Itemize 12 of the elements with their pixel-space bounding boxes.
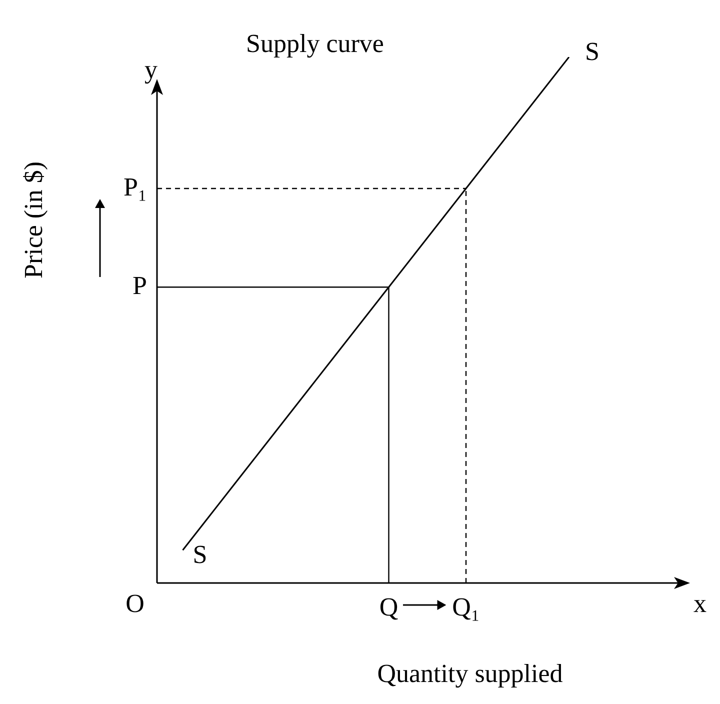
x-tick-label: Q₁ <box>452 592 480 622</box>
text: O <box>126 588 144 618</box>
ref-line-label: P₁ <box>123 172 147 202</box>
annotation: y <box>144 54 158 84</box>
y-axis-title: Price (in $) <box>18 162 48 278</box>
ref-line-label: P <box>132 270 147 300</box>
text: x <box>694 588 706 618</box>
x-tick-label: Q <box>379 592 398 622</box>
text: S <box>585 36 600 66</box>
series-label: S <box>192 540 208 569</box>
chart-title: Supply curve <box>246 28 384 58</box>
x-axis-title: Quantity supplied <box>377 658 563 688</box>
